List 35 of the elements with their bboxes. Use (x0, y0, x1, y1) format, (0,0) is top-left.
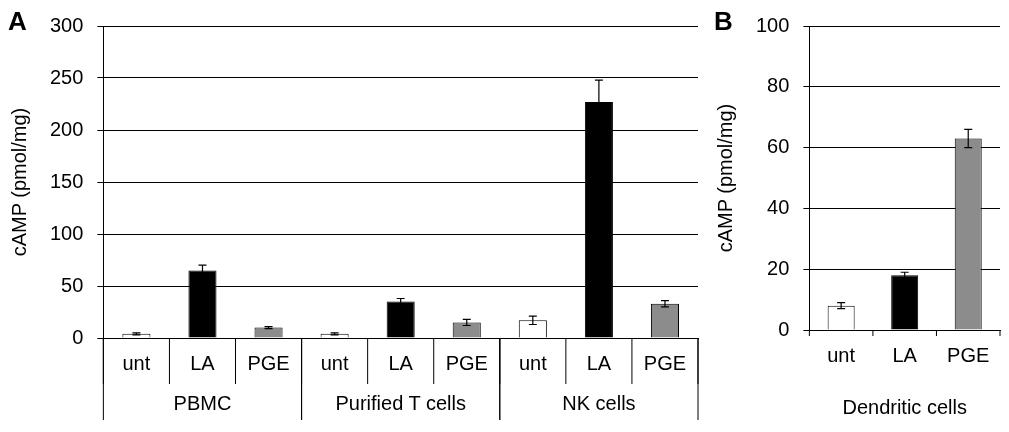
text: PBMC (173, 391, 232, 414)
chart-title: B (714, 6, 733, 37)
chart-title: A (8, 6, 27, 37)
x-tick-label: LA (586, 351, 612, 374)
y-tick-label: 60 (767, 135, 790, 158)
y-tick-label: 20 (767, 256, 790, 279)
y-tick-label: 200 (49, 117, 84, 140)
bar (386, 301, 415, 338)
x-tick-label: LA (190, 351, 216, 374)
x-tick-label: LA (892, 343, 918, 366)
text: NK cells (562, 391, 636, 414)
y-tick-label: 0 (72, 325, 84, 348)
y-axis-title: cAMP (pmol/mg) (713, 103, 736, 253)
x-tick-label: unt (320, 351, 349, 374)
y-tick-label: 40 (767, 195, 790, 218)
y-tick-label: 0 (778, 317, 790, 340)
y-tick-label: 80 (767, 74, 790, 97)
x-tick-label: LA (388, 351, 414, 374)
x-tick-label: PGE (643, 351, 687, 374)
y-tick-label: 50 (61, 273, 84, 296)
y-tick-label: 250 (49, 65, 84, 88)
y-tick-label: 300 (49, 13, 84, 36)
x-tick-label: PGE (947, 343, 990, 366)
y-tick-label: 150 (49, 169, 84, 192)
text: Purified T cells (335, 391, 466, 414)
y-tick-label: 100 (49, 221, 84, 244)
y-tick-label: 100 (755, 13, 790, 36)
x-axis-title: Dendritic cells (842, 395, 967, 418)
bar (891, 275, 919, 330)
y-axis-title: cAMP (pmol/mg) (7, 107, 30, 257)
x-tick-label: unt (518, 351, 548, 374)
x-tick-label: unt (122, 351, 151, 374)
x-tick-label: PGE (445, 351, 488, 374)
x-tick-label: unt (827, 343, 856, 366)
x-tick-label: PGE (247, 351, 290, 374)
